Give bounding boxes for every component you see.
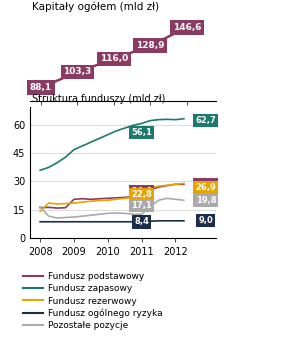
Text: 8,4: 8,4 xyxy=(134,218,149,226)
Legend: Fundusz podstawowy, Fundusz zapasowy, Fundusz rezerwowy, Fundusz ogólnego ryzyka: Fundusz podstawowy, Fundusz zapasowy, Fu… xyxy=(20,269,166,334)
Text: 22,8: 22,8 xyxy=(131,190,152,199)
Text: Struktura funduszy (mld zł): Struktura funduszy (mld zł) xyxy=(32,94,165,104)
Text: Kapitały ogółem (mld zł): Kapitały ogółem (mld zł) xyxy=(32,1,159,12)
Text: 19,8: 19,8 xyxy=(196,196,216,205)
Text: 103,3: 103,3 xyxy=(63,67,92,77)
Text: 146,6: 146,6 xyxy=(172,23,201,32)
Text: 88,1: 88,1 xyxy=(30,83,52,92)
Text: 28,1: 28,1 xyxy=(196,181,216,189)
Text: 62,7: 62,7 xyxy=(196,116,216,125)
Text: 56,1: 56,1 xyxy=(131,128,152,137)
Text: 9,0: 9,0 xyxy=(199,216,213,225)
Text: 24,6: 24,6 xyxy=(131,187,152,196)
Text: 26,9: 26,9 xyxy=(196,183,216,192)
Text: 17,1: 17,1 xyxy=(131,201,152,210)
Text: 116,0: 116,0 xyxy=(100,54,128,63)
Text: 128,9: 128,9 xyxy=(136,41,165,50)
